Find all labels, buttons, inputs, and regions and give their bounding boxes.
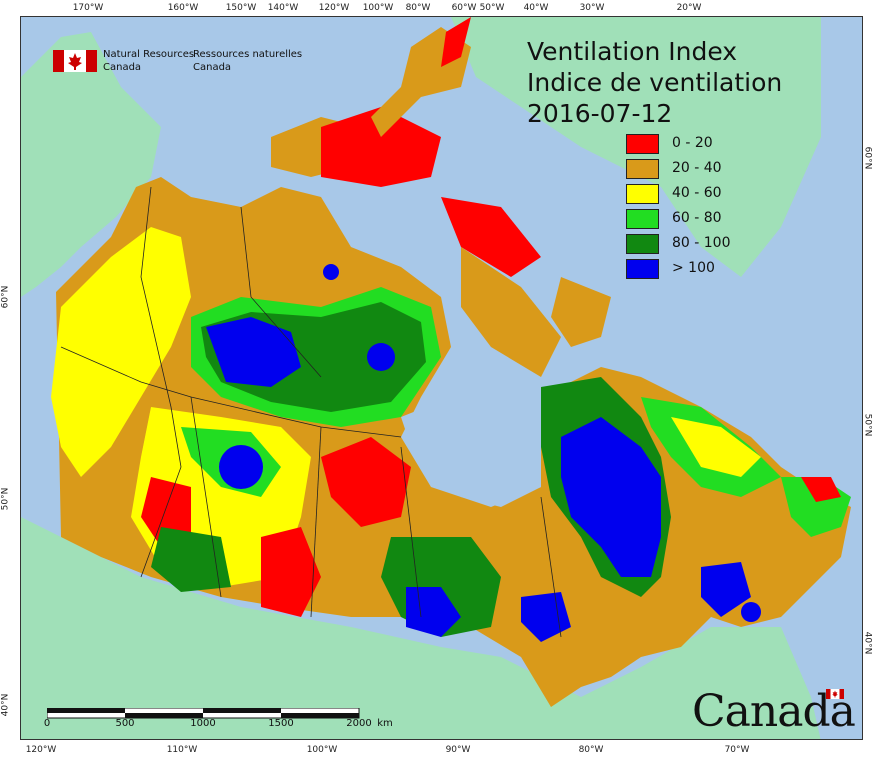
scale-unit: km xyxy=(377,718,393,729)
right-latitude-label: 60°N xyxy=(862,146,873,170)
top-longitude-label: 170°W xyxy=(72,3,104,13)
labrador-yellow xyxy=(671,417,761,477)
wordmark-flag-icon xyxy=(826,689,844,699)
manitoba-ontario-border xyxy=(400,446,422,618)
agency-name-fr-line2: Canada xyxy=(193,62,232,73)
baffin-tip xyxy=(551,277,611,347)
ontario-east-blue xyxy=(521,592,571,642)
sask-red xyxy=(261,527,321,617)
bottom-longitude-label: 80°W xyxy=(578,745,604,755)
map-title-block: Ventilation Index Indice de ventilation … xyxy=(527,36,782,129)
top-longitude-label: 30°W xyxy=(579,3,605,13)
top-longitude-label: 40°W xyxy=(523,3,549,13)
top-longitude-label: 120°W xyxy=(318,3,350,13)
top-longitude-label: 160°W xyxy=(167,3,199,13)
legend-swatch xyxy=(626,184,659,204)
map-area: Natural Resources Canada Ressources natu… xyxy=(20,16,863,740)
legend-swatch xyxy=(626,209,659,229)
yukon-yellow xyxy=(51,227,191,477)
newfoundland-red xyxy=(801,477,841,502)
province-borders xyxy=(60,186,562,638)
great-bear-blue xyxy=(206,317,301,387)
bottom-longitude-label: 70°W xyxy=(724,745,750,755)
left-latitude-label: 40°N xyxy=(0,693,11,717)
top-longitude-label: 50°W xyxy=(479,3,505,13)
yukon-bc-border xyxy=(140,186,182,578)
baffin-south xyxy=(461,247,561,377)
map-canvas xyxy=(21,17,862,739)
baffin-red xyxy=(441,197,541,277)
canada-flag-icon xyxy=(53,50,97,72)
top-longitude-label: 150°W xyxy=(225,3,257,13)
scale-bar-graphic xyxy=(46,707,360,719)
top-longitude-label: 60°W xyxy=(451,3,477,13)
scale-label-2000: 2000 xyxy=(346,718,372,729)
legend-label: 40 - 60 xyxy=(672,185,722,201)
bottom-longitude-label: 120°W xyxy=(25,745,57,755)
pei-blue xyxy=(741,602,761,622)
bc-red xyxy=(141,477,191,547)
hudson-bay xyxy=(401,397,541,507)
alaska-land xyxy=(21,32,161,297)
arctic-island-red-1 xyxy=(321,107,441,187)
bottom-longitude-label: 110°W xyxy=(166,745,198,755)
legend-label: 20 - 40 xyxy=(672,160,722,176)
scale-bar: 0 500 1000 1500 2000 km xyxy=(44,705,393,729)
scale-label-1500: 1500 xyxy=(268,718,294,729)
usa-land xyxy=(21,517,821,739)
maritimes-blue xyxy=(701,562,751,617)
left-latitude-label: 60°N xyxy=(0,285,11,309)
legend-label: > 100 xyxy=(672,260,715,276)
legend-label: 60 - 80 xyxy=(672,210,722,226)
legend-label: 80 - 100 xyxy=(672,235,731,251)
manitoba-red xyxy=(321,437,411,527)
scale-label-500: 500 xyxy=(115,718,135,729)
ellesmere-north-red xyxy=(441,17,471,67)
legend-swatch xyxy=(626,234,659,254)
top-longitude-label: 80°W xyxy=(405,3,431,13)
agency-name-fr-line1: Ressources naturelles xyxy=(193,49,303,60)
ontario-quebec-border xyxy=(540,496,562,638)
ontario-blue xyxy=(406,587,461,637)
nunavut-border xyxy=(240,206,322,378)
map-title-en: Ventilation Index xyxy=(527,37,738,66)
top-longitude-label: 140°W xyxy=(267,3,299,13)
sask-manitoba-border xyxy=(310,426,322,618)
scale-label-0: 0 xyxy=(43,718,51,729)
alberta-blue xyxy=(219,445,263,489)
bottom-longitude-label: 90°W xyxy=(445,745,471,755)
legend-swatch xyxy=(626,134,659,154)
map-title-fr: Indice de ventilation xyxy=(527,68,783,97)
bc-dark-green xyxy=(151,527,231,592)
right-latitude-label: 50°N xyxy=(862,413,873,437)
agency-name-en-line2: Canada xyxy=(103,62,142,73)
quebec-blue xyxy=(561,417,661,577)
alberta-sask-border xyxy=(190,396,222,598)
top-longitude-label: 20°W xyxy=(676,3,702,13)
scale-label-1000: 1000 xyxy=(190,718,216,729)
agency-name-en-line1: Natural Resources xyxy=(103,49,195,60)
nwt-blue-north xyxy=(323,264,339,280)
right-latitude-label: 40°N xyxy=(862,631,873,655)
bottom-longitude-label: 100°W xyxy=(306,745,338,755)
nwt-blue-east xyxy=(367,343,395,371)
map-date: 2016-07-12 xyxy=(527,99,673,128)
legend-label: 0 - 20 xyxy=(672,135,713,151)
left-latitude-label: 50°N xyxy=(0,487,11,511)
legend-swatch xyxy=(626,159,659,179)
top-longitude-label: 100°W xyxy=(362,3,394,13)
legend-swatch xyxy=(626,259,659,279)
